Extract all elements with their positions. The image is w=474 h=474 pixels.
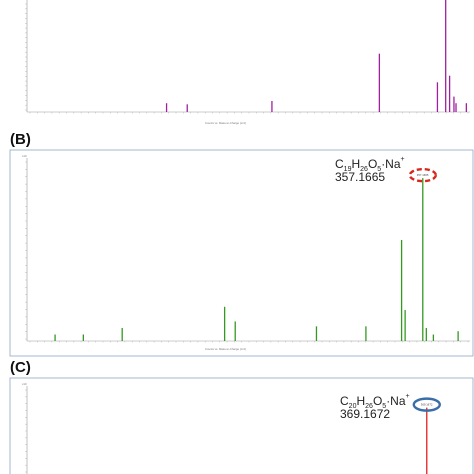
panel-a-x-label: Counts vs. Mass-to-Charge (m/z) [205, 121, 246, 125]
panel-c-bars: 369.1672 [421, 403, 433, 474]
peak-highlight-ellipse [412, 397, 441, 412]
panel-b-frame [9, 149, 474, 357]
peak-highlight-ellipse [408, 167, 437, 183]
panel-a-bars [165, 0, 467, 112]
mass-label: 357.1665 [335, 170, 385, 184]
panel-b: (B) x10 357.1665 C19H26O5·Na+357.1665 Co… [9, 131, 474, 357]
panel-b-x-label: Counts vs. Mass-to-Charge (m/z) [205, 347, 246, 351]
formula-label: C20H26O5·Na+ [340, 393, 410, 410]
panel-b-letter: (B) [10, 131, 31, 148]
panel-b-y-ticks [25, 161, 27, 340]
peak-label: 369.1672 [421, 403, 433, 407]
mass-label: 369.1672 [340, 407, 390, 421]
peak-label: 357.1665 [417, 173, 429, 177]
panel-a-x-ticks [29, 112, 469, 114]
formula-label: C19H26O5·Na+ [335, 156, 405, 173]
panel-b-bars: 357.1665 [54, 173, 459, 341]
panel-b-header: x10 [22, 154, 27, 158]
panel-c-frame [9, 377, 474, 474]
panel-c-annotation: C20H26O5·Na+369.1672 [340, 393, 441, 421]
panel-b-x-ticks [29, 341, 469, 343]
panel-b-annotation: C19H26O5·Na+357.1665 [335, 156, 437, 184]
panel-c-y-ticks [25, 389, 27, 473]
panel-c-letter: (C) [10, 359, 31, 376]
panel-a: Counts vs. Mass-to-Charge (m/z) [25, 0, 470, 125]
panel-c-header: x10 [22, 382, 27, 386]
panel-c: (C) x10 369.1672 C20H26O5·Na+369.1672 [9, 359, 474, 474]
panel-a-y-ticks [25, 3, 27, 111]
